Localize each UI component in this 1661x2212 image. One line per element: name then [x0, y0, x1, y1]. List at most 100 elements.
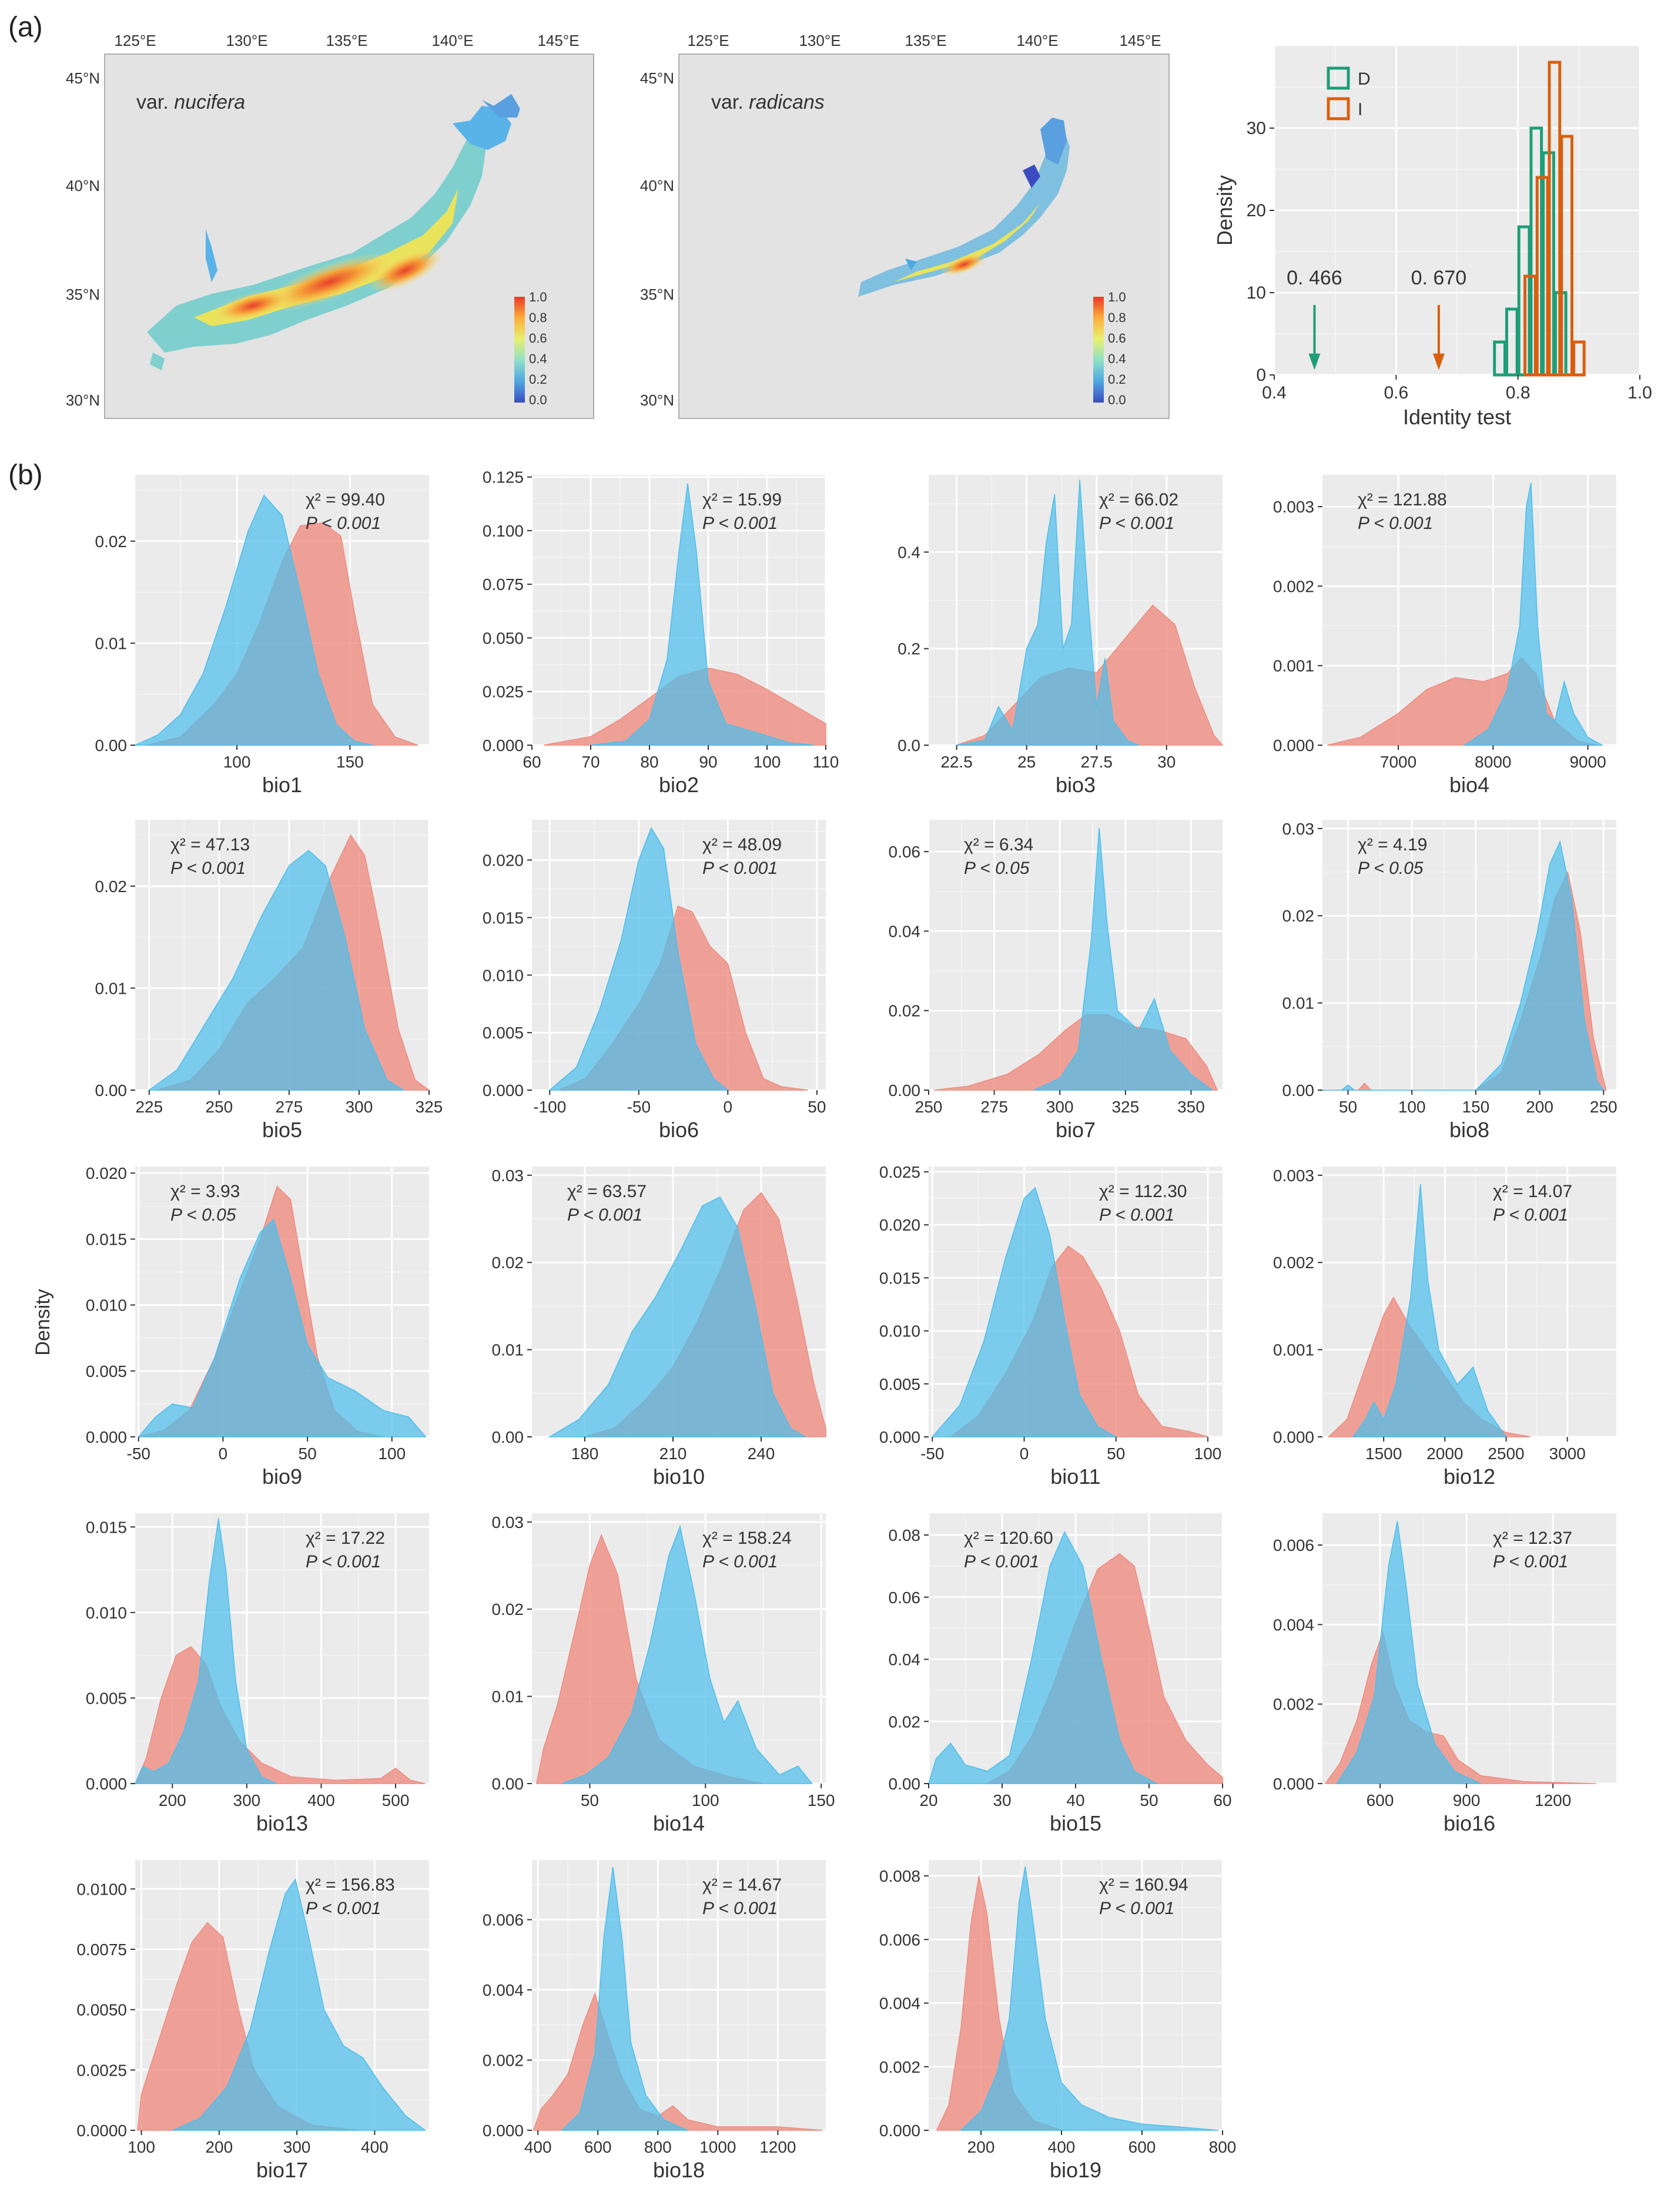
x-axis-label: bio19 — [1050, 2158, 1101, 2182]
x-tick-label: 250 — [915, 1098, 943, 1116]
observed-arrowhead-I — [1432, 353, 1445, 370]
colorbar-tick: 1.0 — [1108, 290, 1126, 304]
density-radicans — [590, 483, 815, 746]
x-tick-label: 225 — [135, 1098, 163, 1116]
x-tick-label: 100 — [378, 1444, 406, 1463]
y-tick-label: 0.00 — [889, 1775, 921, 1793]
p-value: P < 0.001 — [702, 859, 778, 878]
density-radicans — [172, 1878, 427, 2131]
x-tick-label: 400 — [1048, 2138, 1076, 2156]
x-tick-label: 1200 — [759, 2138, 796, 2156]
colorbar-tick: 0.8 — [1108, 310, 1126, 325]
chi-square-stat: χ² = 3.93 — [170, 1182, 240, 1201]
x-axis-label: bio9 — [262, 1464, 302, 1489]
density-panel-bio2: 60 70 80 90 100 110 0.000 0.025 0.050 0.075 0.100 0… — [483, 468, 839, 797]
x-tick-label: 50 — [1107, 1444, 1125, 1463]
x-tick-label: 100 — [128, 2138, 155, 2156]
x-tick-label: 150 — [1462, 1098, 1490, 1116]
hist-bar-I — [1572, 340, 1586, 377]
y-tick-label: 0.010 — [483, 966, 524, 984]
y-tick-label: 0.4 — [898, 543, 920, 561]
x-axis-label: bio18 — [653, 2158, 705, 2182]
chi-square-stat: χ² = 48.09 — [702, 835, 782, 854]
density-radicans — [1033, 827, 1214, 1091]
density-radicans — [1322, 840, 1605, 1091]
p-value: P < 0.05 — [964, 859, 1030, 878]
x-tick-label: 275 — [276, 1098, 303, 1116]
density-panel-bio16: 600 900 1200 0.000 0.002 0.004 0.006 bio16 χ² = … — [1273, 1513, 1616, 1835]
x-tick-label: 200 — [159, 1791, 186, 1809]
x-tick-label: -50 — [627, 1098, 651, 1116]
x-tick-label: 400 — [524, 2138, 552, 2156]
chi-square-stat: χ² = 17.22 — [306, 1529, 385, 1548]
x-tick-label: 600 — [1367, 1791, 1394, 1809]
p-value: P < 0.001 — [306, 514, 381, 533]
map-nucifera-title: var. nucifera — [136, 91, 245, 113]
x-tick-label: -100 — [533, 1098, 566, 1116]
x-tick-label: 50 — [581, 1791, 599, 1809]
map-radicans-lon-ticks: 125°E 130°E 135°E 140°E 145°E — [687, 32, 1161, 49]
x-axis-label: bio13 — [256, 1811, 308, 1835]
map-radicans-lat-tick: 35°N — [640, 286, 674, 303]
chi-square-stat: χ² = 14.67 — [702, 1875, 782, 1895]
x-axis-label: Identity test — [1403, 405, 1511, 429]
p-value: P < 0.05 — [1358, 859, 1424, 878]
x-tick-label: 100 — [692, 1791, 719, 1809]
x-tick-label: 600 — [1128, 2138, 1156, 2156]
density-panel-bio14: 50 100 150 0.00 0.01 0.02 0.03 bio14 χ² = 158.24… — [492, 1513, 835, 1835]
y-tick-label: 0.025 — [483, 683, 524, 701]
x-tick-label: 40 — [1066, 1791, 1084, 1809]
chi-square-stat: χ² = 6.34 — [964, 835, 1033, 854]
x-tick-label: 110 — [813, 753, 839, 771]
panel-b-label: (b) — [8, 460, 43, 491]
y-tick-label: 0.020 — [879, 1216, 920, 1234]
y-tick-label: 0.0050 — [76, 2001, 127, 2019]
y-tick-label: 0.02 — [889, 1712, 921, 1731]
y-tick-label: 0.004 — [879, 1995, 920, 2013]
map-radicans-lat-ticks: 45°N 40°N 35°N 30°N — [640, 69, 674, 409]
y-tick-label: 0.02 — [889, 1002, 921, 1020]
x-tick-label: -50 — [920, 1444, 944, 1463]
y-tick-label: 0.0075 — [76, 1940, 127, 1959]
x-axis-label: bio2 — [659, 773, 699, 797]
y-tick-label: 0.015 — [483, 909, 524, 927]
y-tick-label: 0.050 — [483, 629, 524, 647]
hist-bar-I — [1548, 61, 1562, 377]
x-tick-label: 325 — [416, 1098, 443, 1116]
x-tick-label: 325 — [1111, 1098, 1139, 1116]
x-tick-label: 150 — [336, 753, 364, 771]
chi-square-stat: χ² = 156.83 — [306, 1875, 395, 1895]
x-tick-label: 300 — [1046, 1098, 1074, 1116]
density-radicans — [931, 1187, 1118, 1437]
x-tick-label: 275 — [980, 1098, 1008, 1116]
map-nucifera-lon-tick: 125°E — [114, 32, 156, 49]
y-tick-label: 0.002 — [483, 2052, 524, 2070]
x-tick-label: 8000 — [1475, 753, 1511, 771]
x-tick-label: 1200 — [1535, 1791, 1571, 1809]
density-panel-bio9: -50 0 50 100 0.000 0.005 0.010 0.015 0.020 bio9 χ²… — [86, 1164, 429, 1489]
y-tick-label: 0.01 — [492, 1688, 524, 1706]
y-tick-label: 0.015 — [86, 1518, 127, 1536]
x-tick-label: 300 — [233, 1791, 261, 1809]
x-tick-label: 50 — [1339, 1098, 1357, 1116]
x-axis-label: bio5 — [262, 1118, 302, 1142]
density-panel-bio7: 250 275 300 325 350 0.00 0.02 0.04 0.06 bio7 χ² = … — [889, 820, 1223, 1142]
colorbar-tick: 0.4 — [1108, 351, 1126, 366]
x-tick-label: -50 — [127, 1444, 150, 1463]
density-panel-bio18: 400 600 800 1000 1200 0.000 0.002 0.004 0.006 bio… — [483, 1860, 826, 2182]
density-panel-bio11: -50 0 50 100 0.000 0.005 0.010 0.015 0.020 0.025 b… — [879, 1163, 1223, 1489]
map-nucifera-lon-tick: 145°E — [537, 32, 579, 49]
x-axis-label: bio8 — [1449, 1118, 1489, 1142]
hist-bar-I — [1535, 176, 1549, 377]
density-panel-bio5: 225 250 275 300 325 0.00 0.01 0.02 bio5 χ² = 47.1… — [95, 820, 443, 1142]
x-tick-label: 60 — [1213, 1791, 1231, 1809]
panel-a-label: (a) — [8, 12, 43, 43]
x-tick-label: 0 — [1020, 1444, 1029, 1463]
x-tick-label: 1.0 — [1627, 383, 1652, 403]
y-tick-label: 0.00 — [1282, 1081, 1315, 1100]
x-axis-label: bio12 — [1444, 1464, 1495, 1489]
map-radicans-lon-tick: 130°E — [799, 32, 840, 49]
colorbar-nucifera-ticks: 1.0 0.8 0.6 0.4 0.2 0.0 — [529, 290, 547, 407]
y-tick-label: 0.100 — [483, 522, 524, 540]
